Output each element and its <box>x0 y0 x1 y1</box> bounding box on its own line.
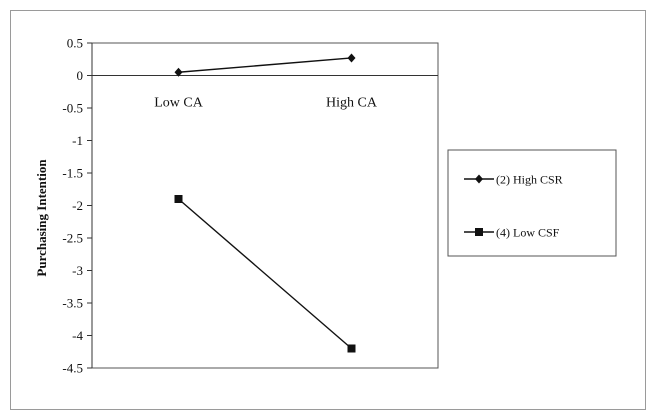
data-point <box>347 344 356 353</box>
series-line <box>178 198 352 350</box>
y-tick-label: 0.5 <box>67 36 83 51</box>
x-category-label: High CA <box>326 96 378 111</box>
legend: (2) High CSR (4) Low CSF <box>447 149 617 257</box>
y-axis-label: Purchasing Intention <box>34 159 49 277</box>
y-tick-label: -3 <box>72 263 83 278</box>
series-1 <box>174 53 356 77</box>
data-point <box>174 67 183 77</box>
series-2 <box>174 195 356 353</box>
x-category-label: Low CA <box>154 96 204 111</box>
data-point <box>347 53 356 63</box>
data-point <box>174 195 183 203</box>
legend-marker <box>475 174 483 184</box>
y-tick-label: -2 <box>72 198 83 213</box>
x-axis-categories: Low CA High CA <box>154 96 378 111</box>
series-line <box>178 57 352 73</box>
legend-marker <box>475 228 483 236</box>
y-tick-label: -3.5 <box>62 296 83 311</box>
y-tick-label: -4.5 <box>62 361 83 376</box>
y-tick-label: 0 <box>77 68 84 83</box>
y-tick-label: -4 <box>72 328 83 343</box>
y-tick-label: -1.5 <box>62 166 83 181</box>
plot-border <box>91 42 439 369</box>
legend-label: (4) Low CSF <box>496 226 560 240</box>
legend-item: (4) Low CSF <box>464 226 560 240</box>
legend-box <box>447 149 617 257</box>
y-tick-label: -2.5 <box>62 231 83 246</box>
series-layer <box>174 53 356 353</box>
legend-label: (2) High CSR <box>496 173 563 187</box>
plot-area <box>91 42 439 369</box>
y-axis-ticks: 0.5 0 -0.5 -1 -1.5 -2 -2.5 -3 -3.5 -4 -4.5 <box>62 36 92 376</box>
legend-item: (2) High CSR <box>464 173 563 187</box>
y-tick-label: -0.5 <box>62 101 83 116</box>
y-tick-label: -1 <box>72 133 83 148</box>
